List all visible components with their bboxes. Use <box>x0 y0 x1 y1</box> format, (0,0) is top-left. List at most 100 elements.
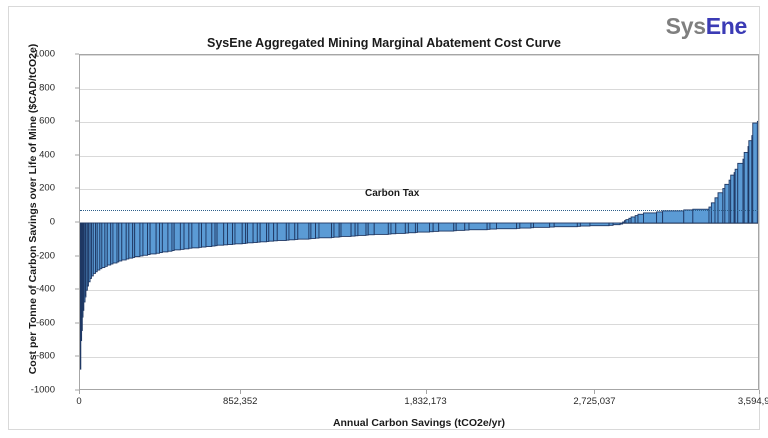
y-tick-mark <box>75 389 79 391</box>
mac-bar <box>625 219 630 224</box>
mac-curve-bars <box>80 120 758 370</box>
x-tick-mark <box>594 390 596 394</box>
mac-bar <box>155 222 160 254</box>
mac-bar <box>350 222 356 237</box>
mac-bar <box>297 222 310 240</box>
mac-bar <box>662 210 685 224</box>
y-tick-label: 0 <box>49 216 55 228</box>
mac-bar <box>173 222 181 251</box>
carbon-tax-line <box>80 209 758 211</box>
x-tick-label: 852,352 <box>223 396 258 407</box>
mac-bar <box>333 222 340 238</box>
y-tick-label: -600 <box>35 317 55 329</box>
mac-bar <box>619 222 624 225</box>
y-tick-label: 400 <box>39 149 55 161</box>
y-tick-label: 600 <box>39 115 55 127</box>
mac-bar <box>188 222 193 249</box>
y-tick-mark <box>75 288 79 290</box>
gridline <box>80 323 758 325</box>
mac-bar <box>252 222 258 243</box>
mac-bar <box>373 222 389 235</box>
mac-bar <box>227 222 234 245</box>
mac-bar <box>390 222 397 235</box>
mac-bar <box>553 222 578 228</box>
gridline <box>80 88 758 90</box>
mac-bar <box>637 213 644 224</box>
mac-bar <box>223 222 228 246</box>
mac-bar <box>752 122 758 224</box>
mac-bar <box>149 222 157 255</box>
x-tick-mark <box>759 390 760 394</box>
mac-bar <box>496 222 518 230</box>
mac-bar <box>211 222 216 247</box>
mac-bar <box>106 222 112 266</box>
mac-bar <box>191 222 200 249</box>
mac-bar <box>247 222 254 244</box>
y-tick-mark <box>75 53 79 55</box>
y-tick-mark <box>75 154 79 156</box>
y-tick-mark <box>75 87 79 89</box>
mac-bar <box>579 222 591 227</box>
mac-bar <box>643 212 658 224</box>
y-tick-label: 1000 <box>33 48 55 60</box>
mac-bar <box>167 222 173 252</box>
gridline <box>80 122 758 124</box>
mac-bar <box>533 222 551 228</box>
mac-bar <box>112 222 118 264</box>
mac-bar <box>128 222 134 259</box>
y-tick-label: -200 <box>35 250 55 262</box>
mac-bar <box>241 222 247 244</box>
mac-bar <box>318 222 332 239</box>
mac-bar <box>432 222 440 232</box>
mac-bar <box>429 222 434 233</box>
gridline <box>80 189 758 191</box>
plot-inner: Carbon Tax <box>80 55 758 389</box>
y-tick-label: -400 <box>35 283 55 295</box>
x-tick-label: 3,594,937 <box>737 396 768 407</box>
mac-bar <box>489 222 497 230</box>
mac-bar <box>724 183 730 224</box>
mac-bar <box>612 222 621 226</box>
mac-bar <box>710 202 716 224</box>
mac-bar <box>576 222 581 227</box>
gridline <box>80 155 758 157</box>
mac-bar <box>340 222 352 237</box>
gridline <box>80 290 758 292</box>
mac-bar <box>608 222 614 226</box>
mac-bar <box>357 222 367 236</box>
logo-text-ene: Ene <box>705 13 748 39</box>
mac-bar <box>121 222 127 261</box>
mac-bar <box>656 211 664 224</box>
y-tick-mark <box>75 255 79 257</box>
mac-bar <box>407 222 416 234</box>
x-tick-label: 2,725,037 <box>573 396 616 407</box>
mac-bar <box>743 151 749 224</box>
mac-bar <box>589 222 610 227</box>
mac-bar <box>142 222 149 256</box>
gridline <box>80 55 758 56</box>
mac-bar <box>404 222 409 234</box>
mac-bar <box>276 222 287 241</box>
mac-bar <box>179 222 185 250</box>
mac-bar <box>205 222 213 247</box>
mac-bar <box>294 222 299 240</box>
mac-bar <box>268 222 275 242</box>
y-tick-mark <box>75 187 79 189</box>
x-tick-mark <box>240 390 242 394</box>
mac-bar <box>455 222 466 231</box>
chart-title: SysEne Aggregated Mining Marginal Abatem… <box>207 36 561 50</box>
mac-bar <box>717 192 724 224</box>
y-tick-label: 200 <box>39 182 55 194</box>
x-tick-label: 1,832,173 <box>404 396 447 407</box>
mac-bar <box>183 222 190 250</box>
mac-bar <box>416 222 430 233</box>
mac-bar <box>201 222 207 248</box>
y-tick-mark <box>75 322 79 324</box>
mac-bar <box>367 222 375 236</box>
y-tick-label: -800 <box>35 350 55 362</box>
mac-bar <box>464 222 470 231</box>
mac-bar <box>438 222 455 232</box>
logo-text-sys: Sys <box>665 13 706 39</box>
mac-bar <box>692 208 710 224</box>
mac-bar <box>134 222 141 258</box>
